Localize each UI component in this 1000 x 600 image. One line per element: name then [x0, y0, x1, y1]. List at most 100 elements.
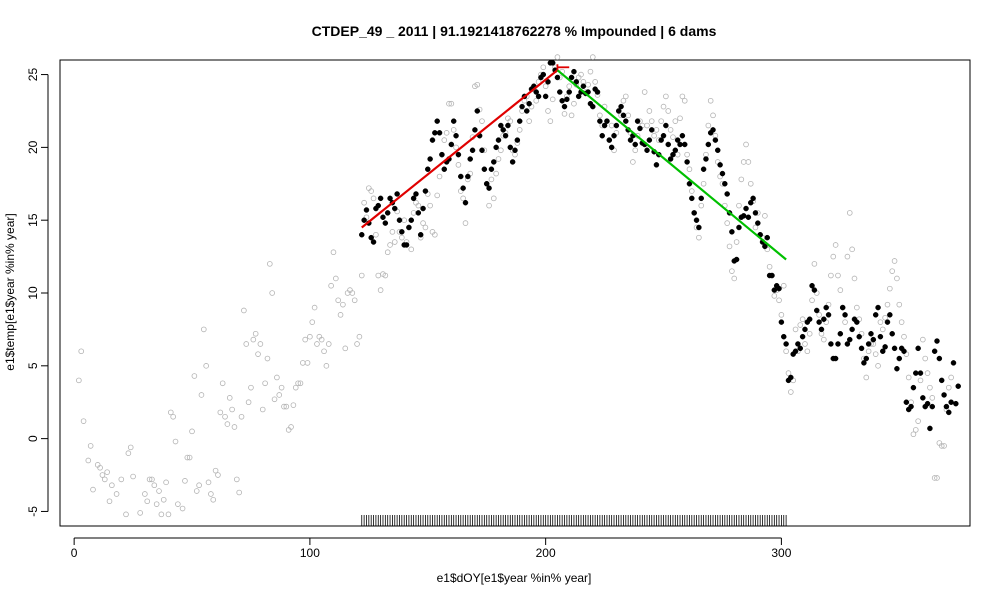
data-point — [512, 147, 518, 154]
data-point — [542, 83, 549, 90]
data-point — [938, 443, 945, 449]
data-point — [455, 151, 462, 158]
y-axis-label: e1$temp[e1$year %in% year] — [3, 213, 17, 370]
data-point — [99, 472, 106, 478]
data-point — [608, 144, 615, 151]
data-point — [846, 210, 853, 216]
rising-fit-line — [361, 69, 559, 229]
data-point — [724, 220, 730, 226]
data-point — [872, 351, 879, 357]
data-point — [847, 336, 853, 343]
data-point — [719, 170, 726, 177]
data-point — [217, 409, 224, 416]
data-point — [663, 93, 669, 100]
data-point — [526, 100, 532, 107]
data-point — [696, 224, 702, 231]
data-point — [733, 256, 740, 263]
data-point — [90, 486, 96, 493]
data-point — [540, 71, 547, 78]
data-point — [325, 341, 332, 347]
data-point — [429, 137, 436, 143]
data-point — [896, 355, 903, 362]
data-point — [835, 272, 841, 279]
data-point — [821, 316, 827, 322]
data-point — [302, 336, 308, 343]
data-point — [491, 159, 497, 165]
data-point — [670, 151, 676, 158]
data-point — [684, 151, 690, 158]
data-point — [274, 374, 280, 381]
data-point — [401, 217, 407, 223]
data-point — [627, 137, 634, 143]
data-point — [950, 360, 957, 366]
data-point — [281, 403, 287, 410]
data-point — [783, 348, 789, 355]
data-point — [384, 210, 391, 216]
data-point — [545, 79, 551, 85]
data-point — [262, 380, 268, 387]
data-point — [677, 141, 683, 148]
data-point — [809, 282, 815, 289]
data-point — [580, 83, 587, 89]
data-point — [766, 263, 773, 270]
data-point — [561, 111, 568, 117]
data-point — [137, 510, 143, 516]
data-point — [231, 424, 238, 430]
data-point — [665, 108, 672, 114]
y-tick-label: 20 — [26, 140, 40, 154]
data-point — [825, 312, 832, 318]
data-point — [854, 319, 860, 325]
data-point — [889, 268, 896, 274]
data-point — [858, 345, 865, 352]
data-point — [868, 331, 874, 337]
data-point — [179, 505, 186, 512]
data-point — [535, 93, 542, 100]
data-point — [554, 74, 561, 81]
data-point — [913, 370, 919, 376]
data-point — [450, 127, 457, 133]
data-point — [479, 118, 485, 124]
data-point — [130, 473, 136, 480]
data-point — [700, 166, 707, 172]
data-point — [495, 156, 502, 162]
data-point — [771, 293, 778, 299]
data-point — [806, 316, 813, 322]
data-point — [830, 253, 837, 260]
data-point — [516, 127, 523, 133]
data-point — [778, 312, 785, 318]
data-point — [908, 403, 914, 410]
data-point — [717, 162, 723, 168]
data-point — [660, 132, 667, 139]
data-point — [644, 147, 650, 154]
data-point — [835, 341, 841, 347]
data-point — [382, 272, 389, 279]
data-point — [849, 246, 855, 253]
data-point — [559, 98, 565, 104]
data-point — [427, 202, 433, 209]
data-point — [375, 272, 382, 279]
data-point — [901, 333, 907, 340]
data-point — [361, 217, 367, 223]
data-point — [229, 406, 235, 413]
data-point — [927, 425, 933, 432]
data-point — [250, 336, 257, 343]
data-point — [799, 333, 806, 340]
data-point — [710, 127, 716, 133]
data-point — [816, 312, 822, 318]
data-point — [691, 210, 697, 216]
data-point — [698, 195, 704, 202]
data-point — [783, 341, 789, 347]
data-point — [498, 122, 504, 129]
data-point — [623, 93, 629, 100]
data-point — [276, 392, 283, 398]
data-point — [615, 108, 622, 114]
data-point — [224, 421, 231, 427]
data-point — [269, 290, 275, 296]
data-point — [427, 156, 433, 162]
data-point — [156, 488, 162, 494]
data-point — [554, 54, 561, 60]
data-point — [453, 144, 459, 151]
y-tick-label: 25 — [26, 68, 40, 82]
data-point — [634, 118, 641, 124]
x-tick-label: 0 — [71, 546, 78, 560]
